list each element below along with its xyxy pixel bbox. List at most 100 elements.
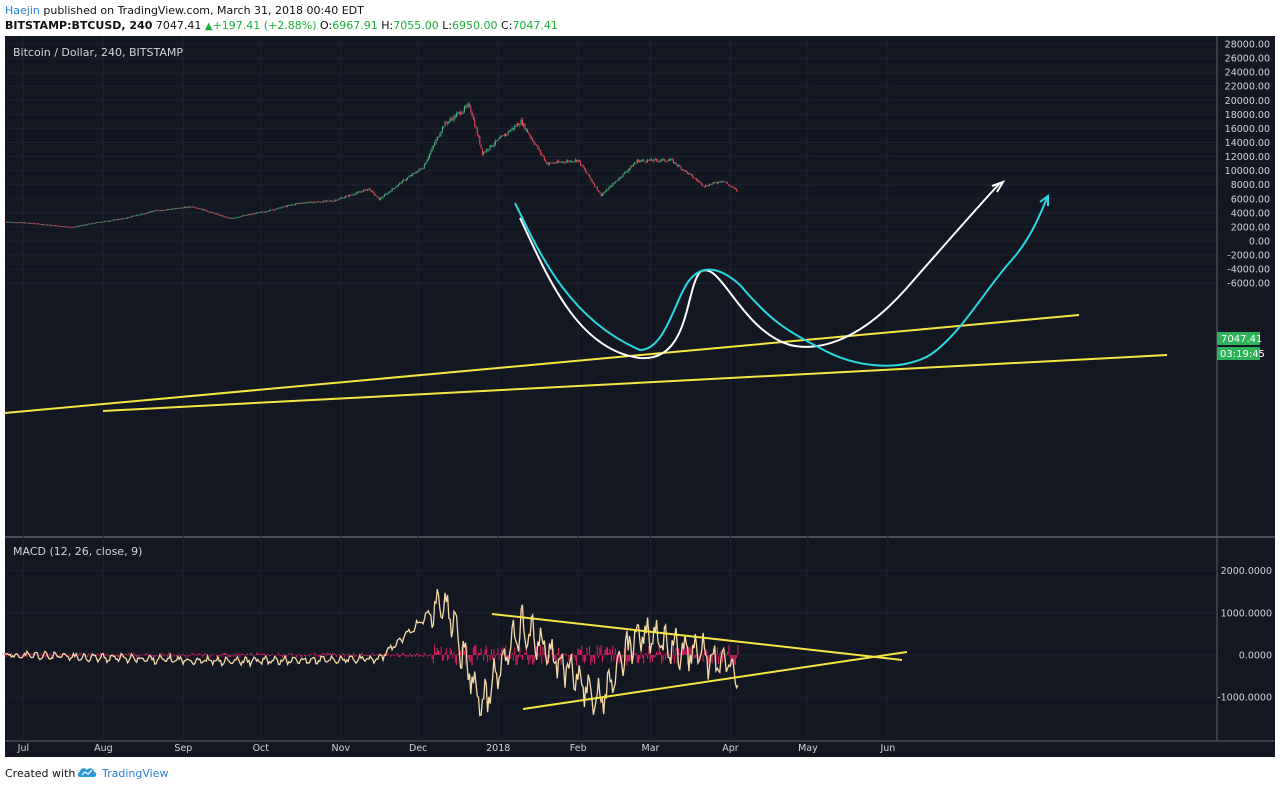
macd-histogram-bar: [736, 655, 738, 659]
candle-body: [505, 133, 507, 137]
macd-histogram-bar: [546, 655, 548, 663]
macd-histogram-bar: [532, 655, 534, 665]
author-link[interactable]: Haejin: [5, 4, 40, 17]
macd-histogram-bar: [283, 654, 285, 655]
candle-body: [719, 181, 721, 183]
macd-histogram-bar: [429, 655, 431, 656]
candle-body: [431, 147, 433, 152]
candle-body: [176, 208, 178, 209]
candle-body: [678, 165, 680, 167]
macd-histogram-bar: [718, 655, 720, 664]
candle-body: [265, 211, 267, 213]
macd-histogram-bar: [719, 653, 721, 655]
tradingview-link[interactable]: TradingView: [102, 767, 169, 780]
drawings[interactable]: [4, 180, 1168, 710]
macd-histogram-bar: [127, 655, 129, 656]
macd-histogram-bar: [189, 655, 191, 656]
candle-body: [567, 160, 569, 162]
macd-histogram-bar: [72, 655, 74, 657]
macd-histogram-bar: [160, 652, 162, 655]
macd-histogram-bar: [338, 654, 340, 655]
candle-body: [647, 159, 649, 162]
candle-body: [253, 213, 255, 215]
candle-body: [458, 111, 460, 113]
candle-body: [150, 211, 152, 213]
macd-histogram-bar: [454, 655, 456, 663]
macd-histogram-bar: [376, 654, 378, 655]
candle-body: [581, 164, 583, 166]
candle-body: [579, 161, 581, 166]
candle-body: [247, 214, 249, 216]
candle-body: [392, 188, 394, 190]
cyan-projection-path[interactable]: [514, 197, 1048, 367]
macd-histogram-bar: [524, 652, 526, 655]
candle-body: [321, 201, 323, 203]
candle-body: [543, 156, 545, 161]
macd-histogram-bar: [181, 655, 183, 656]
candle-body: [377, 196, 379, 198]
upper-trendline[interactable]: [4, 314, 1080, 414]
macd-histogram-bar: [367, 655, 369, 657]
macd-histogram-bar: [599, 647, 601, 655]
macd-histogram-bar: [538, 655, 540, 657]
macd-histogram-bar: [257, 652, 259, 655]
candle-body: [132, 215, 134, 217]
macd-histogram-bar: [252, 655, 254, 656]
candle-body: [352, 194, 354, 196]
candle-body: [694, 178, 696, 180]
candle-body: [52, 225, 54, 226]
white-projection-path[interactable]: [519, 182, 1001, 360]
candle-body: [438, 137, 440, 138]
macd-histogram-bar: [204, 653, 206, 655]
lower-trendline[interactable]: [102, 354, 1168, 412]
candle-body: [733, 187, 735, 189]
candle-body: [141, 213, 143, 215]
macd-histogram-bar: [447, 655, 449, 661]
candle-body: [80, 225, 82, 227]
tradingview-cloud-icon[interactable]: [76, 765, 98, 779]
candle-body: [27, 222, 29, 224]
candle-body: [234, 217, 236, 219]
macd-histogram-bar: [703, 652, 705, 655]
candle-body: [263, 211, 265, 213]
macd-histogram-bar: [583, 655, 585, 664]
chart-canvas[interactable]: 28000.00 26000.00 24000.00 22000.00 20000.00…: [0, 36, 1280, 758]
candle-body: [608, 187, 610, 190]
candle-body: [210, 211, 212, 213]
price-scale[interactable]: [1217, 36, 1275, 757]
macd-histogram-bar: [644, 653, 646, 655]
macd-histogram-bar: [643, 655, 645, 664]
candle-body: [223, 216, 225, 218]
macd-histogram-bar: [360, 653, 362, 655]
macd-histogram-bar: [577, 648, 579, 655]
macd-histogram-bar: [496, 654, 498, 655]
candle-body: [201, 209, 203, 210]
macd-histogram-bar: [416, 653, 418, 655]
macd-histogram-bar: [589, 646, 591, 655]
candle-body: [527, 129, 529, 133]
candle-body: [142, 213, 144, 215]
candle-body: [83, 224, 85, 226]
macd-histogram-bar: [327, 652, 329, 655]
macd-lower-trendline[interactable]: [522, 651, 908, 710]
macd-histogram-bar: [499, 653, 501, 655]
macd-histogram-bar: [401, 652, 403, 655]
candle-body: [7, 221, 9, 223]
macd-histogram-bar: [457, 653, 459, 655]
macd-histogram-bar: [168, 652, 170, 655]
candle-body: [244, 215, 246, 216]
candle-body: [149, 212, 151, 213]
candle-body: [631, 165, 633, 167]
candle-body: [111, 220, 113, 222]
candle-body: [217, 213, 219, 215]
candle-body: [9, 221, 11, 223]
candle-body: [137, 214, 139, 216]
macd-histogram-bar: [684, 650, 686, 655]
candle-body: [462, 111, 464, 114]
macd-histogram-bar: [151, 655, 153, 657]
macd-histogram-bar: [147, 655, 149, 656]
macd-histogram-bar: [662, 655, 664, 661]
candle-body: [39, 223, 41, 225]
candle-body: [360, 191, 362, 193]
macd-upper-trendline[interactable]: [491, 613, 903, 661]
